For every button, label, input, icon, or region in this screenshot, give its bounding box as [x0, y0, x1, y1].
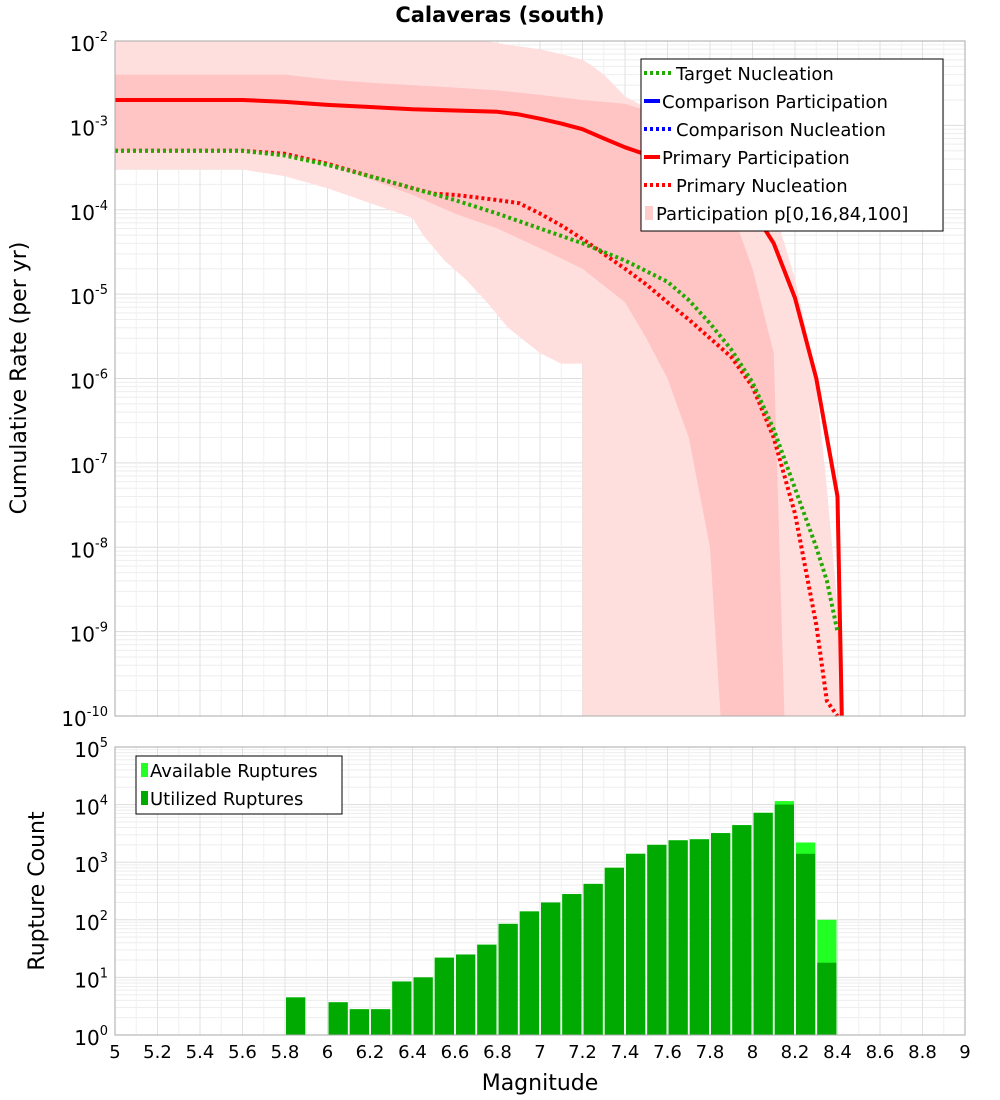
y-tick-label: 102	[74, 909, 108, 935]
bar-utilized	[753, 812, 773, 1035]
y-tick-label: 104	[74, 794, 108, 820]
bar-utilized	[541, 902, 561, 1035]
y-tick-label: 105	[74, 736, 108, 762]
bar-utilized	[668, 840, 688, 1035]
rupture-bars	[286, 801, 837, 1035]
y-tick-label: 10-8	[70, 536, 108, 562]
bar-utilized	[349, 1009, 369, 1035]
legend-comparison-participation: Comparison Participation	[662, 92, 888, 113]
legend-utilized-ruptures: Utilized Ruptures	[150, 789, 303, 810]
bar-utilized	[498, 923, 518, 1035]
x-tick-label: 8.8	[908, 1042, 937, 1063]
top-legend: Target Nucleation Comparison Participati…	[640, 58, 944, 232]
x-tick-label: 5.6	[228, 1042, 257, 1063]
x-tick-label: 7.8	[696, 1042, 725, 1063]
top-y-axis-ticks: 10-2 10-3 10-4 10-5 10-6 10-7 10-8 10-9 10-10	[61, 30, 108, 731]
bar-utilized	[732, 825, 752, 1035]
legend-comparison-nucleation: Comparison Nucleation	[676, 120, 886, 141]
bottom-plot-frame	[114, 746, 966, 1036]
top-y-axis-label: Cumulative Rate (per yr)	[7, 242, 32, 515]
bar-utilized	[413, 977, 433, 1035]
series-line-target-nucleation	[115, 148, 840, 633]
legend-participation-band: Participation p[0,16,84,100]	[656, 204, 908, 225]
y-tick-label: 10-3	[70, 114, 108, 140]
x-tick-label: 8	[747, 1042, 758, 1063]
bar-utilized	[434, 957, 454, 1035]
x-tick-label: 5.2	[143, 1042, 172, 1063]
y-tick-label: 10-9	[70, 621, 108, 647]
x-tick-label: 8.6	[866, 1042, 895, 1063]
y-tick-label: 10-2	[70, 30, 108, 56]
x-tick-label: 6.8	[483, 1042, 512, 1063]
bar-utilized	[711, 833, 731, 1035]
top-plot-frame	[114, 40, 966, 717]
bar-utilized	[604, 867, 624, 1035]
bar-utilized	[817, 962, 837, 1035]
bar-utilized	[647, 844, 667, 1035]
x-tick-label: 5.8	[271, 1042, 300, 1063]
bar-utilized	[689, 839, 709, 1035]
x-tick-label: 6	[322, 1042, 333, 1063]
bar-utilized	[519, 911, 539, 1035]
bar-utilized	[583, 883, 603, 1035]
y-tick-label: 103	[74, 851, 108, 877]
chart-title: Calaveras (south)	[395, 3, 604, 27]
bar-utilized	[562, 894, 582, 1035]
x-tick-label: 7.6	[653, 1042, 682, 1063]
y-tick-label: 10-6	[70, 368, 108, 394]
bottom-y-axis-ticks: 105 104 103 102 101 100	[74, 736, 108, 1050]
bar-utilized	[286, 997, 306, 1035]
bar-utilized	[626, 853, 646, 1035]
bar-utilized	[371, 1009, 391, 1035]
y-tick-label: 101	[74, 966, 108, 992]
y-tick-label: 10-4	[70, 199, 108, 225]
x-tick-label: 7.4	[611, 1042, 640, 1063]
bar-utilized	[477, 944, 497, 1035]
x-tick-label: 7.2	[568, 1042, 597, 1063]
x-tick-label: 5.4	[186, 1042, 215, 1063]
y-tick-label: 10-10	[61, 705, 108, 731]
y-tick-label: 10-7	[70, 452, 108, 478]
bar-utilized	[796, 853, 816, 1035]
x-tick-label: 8.2	[781, 1042, 810, 1063]
y-tick-label: 100	[74, 1024, 108, 1050]
x-tick-label: 7	[534, 1042, 545, 1063]
legend-primary-nucleation: Primary Nucleation	[676, 176, 848, 197]
top-plot-series	[115, 98, 844, 718]
x-axis-ticks: 5 5.2 5.4 5.6 5.8 6 6.2 6.4 6.6 6.8 7 7.2 7.4 7.6 7.8 8…	[109, 1042, 970, 1063]
y-tick-label: 10-5	[70, 283, 108, 309]
bottom-y-axis-label: Rupture Count	[25, 811, 50, 971]
x-tick-label: 6.2	[356, 1042, 385, 1063]
bar-utilized	[328, 1002, 348, 1035]
bar-utilized	[392, 981, 412, 1035]
legend-primary-participation: Primary Participation	[662, 148, 850, 169]
x-tick-label: 9	[959, 1042, 970, 1063]
x-tick-label: 6.4	[398, 1042, 427, 1063]
legend-available-ruptures: Available Ruptures	[150, 761, 318, 782]
x-axis-label: Magnitude	[482, 1071, 599, 1096]
bottom-legend: Available Ruptures Utilized Ruptures	[135, 755, 343, 815]
band-p16-p84	[115, 74, 785, 717]
bar-utilized	[456, 954, 476, 1035]
bar-utilized	[774, 804, 794, 1035]
x-tick-label: 8.4	[823, 1042, 852, 1063]
x-tick-label: 6.6	[441, 1042, 470, 1063]
series-line-primary-participation	[115, 98, 844, 717]
x-tick-label: 5	[109, 1042, 120, 1063]
legend-target-nucleation: Target Nucleation	[675, 64, 834, 85]
